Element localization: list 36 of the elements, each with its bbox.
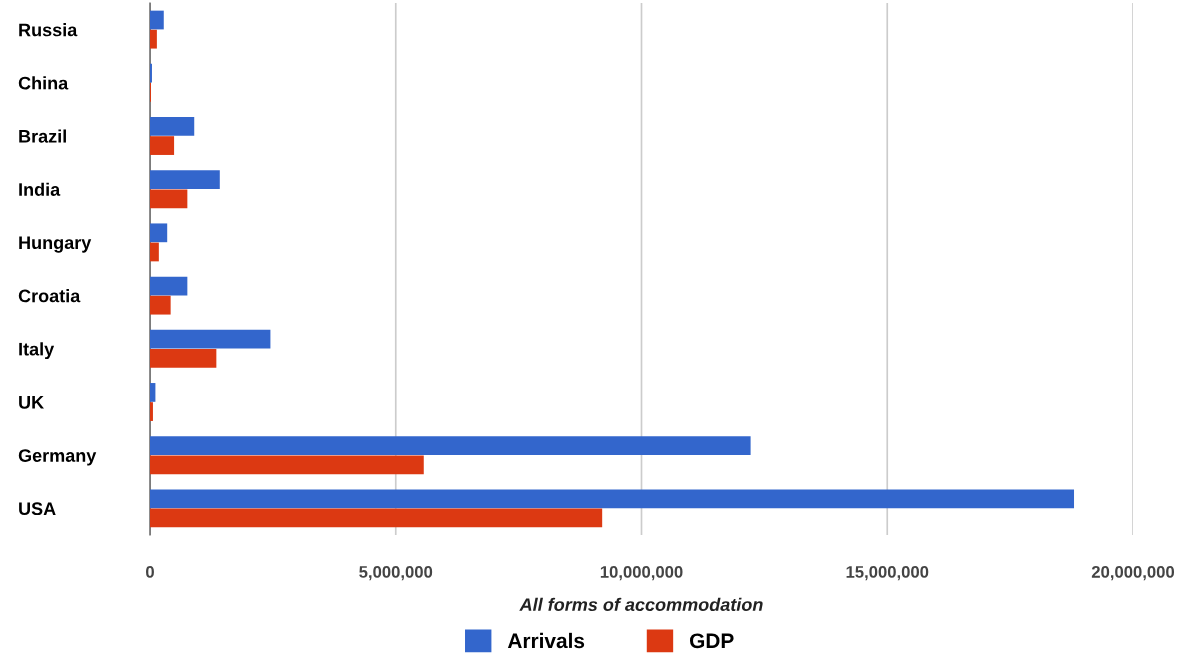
bar	[150, 117, 195, 136]
y-tick-label: Germany	[18, 449, 97, 466]
x-axis-title: All forms of accommodation	[519, 597, 763, 612]
bar	[150, 455, 424, 475]
x-tick-label: 10,000,000	[600, 566, 683, 581]
y-tick-label: India	[19, 182, 61, 196]
bar	[150, 223, 168, 243]
bar	[150, 383, 156, 402]
bar	[150, 10, 164, 30]
bar	[150, 402, 153, 421]
x-tick-label: 0	[146, 566, 154, 578]
y-tick-label: Italy	[19, 342, 55, 360]
bar	[150, 508, 603, 528]
y-tick-label: China	[18, 76, 69, 90]
y-tick-label: Croatia	[18, 289, 81, 303]
y-tick-label: UK	[19, 396, 44, 409]
y-tick-label: Russia	[19, 23, 78, 37]
y-tick-label: USA	[19, 502, 56, 516]
bar	[150, 489, 1075, 509]
bar	[150, 348, 217, 368]
bar	[150, 276, 188, 296]
x-tick-label: 5,000,000	[359, 566, 433, 581]
x-tick-label: 15,000,000	[846, 566, 929, 581]
bar	[150, 136, 175, 155]
legend-label: GDP	[690, 633, 734, 649]
bar	[150, 242, 159, 262]
bar	[150, 170, 220, 190]
legend-label: Arrivals	[507, 632, 585, 649]
x-tick-label: 20,000,000	[1091, 566, 1175, 581]
y-tick-label: Brazil	[19, 129, 66, 143]
bar	[150, 295, 171, 315]
bar	[150, 436, 751, 456]
bar	[150, 189, 188, 209]
y-tick-label: Hungary	[19, 236, 92, 253]
bar	[150, 329, 271, 349]
bar	[150, 29, 157, 49]
